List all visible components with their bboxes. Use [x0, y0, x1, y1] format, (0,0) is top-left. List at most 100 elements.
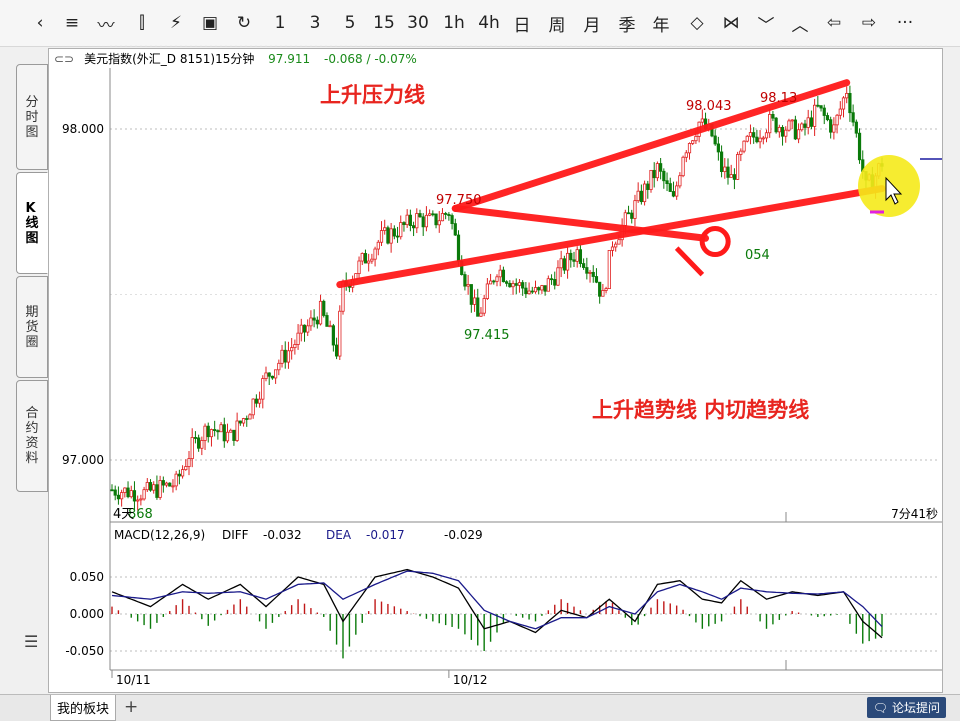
candle-body [684, 152, 688, 158]
period-button-15[interactable]: 15 [373, 13, 395, 33]
candle-body [752, 132, 756, 138]
candle-body [254, 398, 258, 404]
period-button-3[interactable]: 3 [309, 13, 321, 33]
compress-icon[interactable]: ⋈ [722, 13, 740, 33]
tab-label: 期 货 圈 [25, 304, 39, 350]
add-tab-button[interactable]: + [124, 697, 138, 717]
candle-body [800, 123, 804, 131]
candle-body [623, 212, 627, 226]
candle-body [681, 156, 685, 177]
tab-time-chart[interactable]: 分 时 图 [16, 64, 48, 170]
candle-body [662, 170, 666, 182]
candle-body [357, 260, 361, 274]
candle-body [501, 269, 506, 283]
candle-body [370, 258, 374, 262]
tab-label: K 线 图 [25, 200, 39, 246]
peak-label: 97.750 [436, 193, 482, 208]
candle-body [768, 114, 772, 134]
prev-icon[interactable]: ⇦ [826, 13, 842, 33]
macd-dea-value: -0.017 [366, 528, 405, 542]
candle-body [559, 258, 563, 269]
candle-body [508, 282, 512, 288]
expand-icon[interactable]: ◇ [690, 13, 704, 33]
candle-body [732, 174, 737, 180]
candle-body [116, 494, 121, 500]
candle-body [646, 183, 650, 190]
period-button-年[interactable]: 年 [652, 15, 670, 36]
candle-body [825, 115, 830, 121]
x-tick-label: 10/11 [116, 673, 151, 687]
candle-body [546, 278, 550, 292]
forum-button[interactable]: 🗨 论坛提问 [866, 697, 946, 718]
candle-body [187, 458, 191, 467]
candle-body [845, 93, 849, 99]
candle-body [610, 246, 615, 251]
scroll-down-icon[interactable]: ﹀ [757, 15, 775, 36]
tab-futures-circle[interactable]: 期 货 圈 [16, 276, 48, 378]
candle-body [472, 297, 477, 305]
line-chart-icon[interactable]: 〰 [97, 15, 115, 36]
period-button-4h[interactable]: 4h [478, 13, 500, 33]
menu-icon[interactable]: ☰ [24, 632, 39, 651]
tab-contract-info[interactable]: 合 约 资 料 [16, 380, 48, 492]
scroll-up-icon[interactable]: ︿ [791, 15, 809, 36]
period-button-周[interactable]: 周 [548, 15, 566, 36]
candle-body [819, 105, 823, 109]
candle-body [790, 119, 794, 122]
list-icon[interactable]: ≡ [64, 13, 80, 33]
tab-kline-chart[interactable]: K 线 图 [16, 172, 48, 274]
candle-body [761, 137, 765, 140]
period-button-30[interactable]: 30 [407, 13, 429, 33]
candle-body [505, 281, 509, 284]
more-icon[interactable]: ··· [896, 13, 914, 33]
candle-icon[interactable]: ⫿ [139, 13, 145, 33]
instrument-name: 美元指数(外汇_D 8151)15分钟 [84, 52, 255, 66]
next-icon[interactable]: ⇨ [861, 13, 877, 33]
candle-body [838, 108, 842, 116]
candle-body [447, 214, 451, 216]
back-icon[interactable]: ‹ [36, 13, 44, 33]
candle-body [636, 190, 640, 202]
price-tick-label: 98.000 [62, 122, 104, 136]
candle-body [614, 243, 618, 248]
candle-body [652, 169, 656, 179]
trendline [451, 79, 851, 212]
candle-body [360, 253, 364, 262]
candle-body [456, 234, 461, 262]
period-button-1h[interactable]: 1h [443, 13, 465, 33]
candle-body [312, 317, 316, 321]
period-button-日[interactable]: 日 [513, 15, 531, 36]
candle-body [338, 310, 342, 357]
period-button-季[interactable]: 季 [618, 15, 636, 36]
price-tick-label: 97.000 [62, 453, 104, 467]
candle-body [655, 163, 660, 179]
candle-body [136, 499, 140, 502]
candle-body [225, 431, 230, 442]
candle-body [408, 214, 412, 227]
candle-body [665, 180, 669, 185]
draw-tool-icon[interactable]: ⚡ [170, 13, 182, 33]
candle-body [549, 278, 554, 281]
candle-body [482, 298, 486, 314]
my-sector-tab[interactable]: 我的板块 [50, 695, 117, 721]
candle-body [193, 437, 198, 439]
save-icon[interactable]: ▣ [201, 13, 219, 33]
candle-body [469, 284, 473, 305]
period-button-1[interactable]: 1 [274, 13, 286, 33]
candle-body [582, 263, 586, 268]
candle-body [476, 297, 480, 317]
candle-body [379, 230, 384, 243]
period-button-5[interactable]: 5 [344, 13, 356, 33]
candle-body [283, 349, 287, 363]
refresh-icon[interactable]: ↻ [236, 13, 252, 33]
period-button-月[interactable]: 月 [583, 15, 601, 36]
candle-body [209, 429, 214, 438]
candle-body [405, 214, 409, 226]
candle-body [822, 107, 826, 116]
candle-body [184, 466, 188, 470]
candle-body [331, 325, 335, 346]
candle-body [440, 213, 445, 222]
macd-title: MACD(12,26,9) [114, 528, 205, 542]
candle-body [145, 482, 149, 491]
